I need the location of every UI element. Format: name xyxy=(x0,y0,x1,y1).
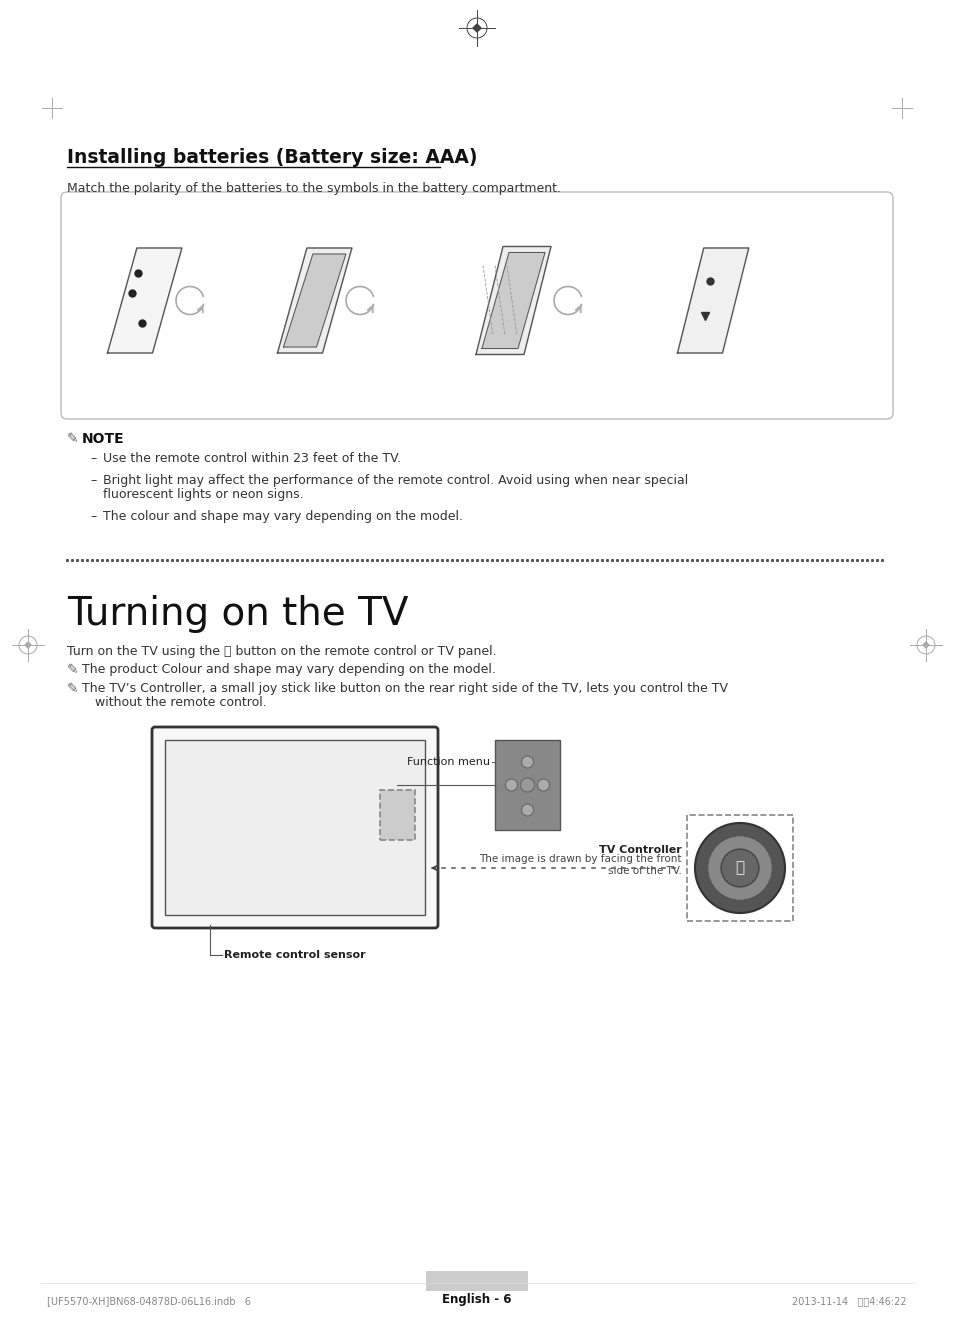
Circle shape xyxy=(720,849,758,886)
Polygon shape xyxy=(25,642,30,649)
Text: [UF5570-XH]BN68-04878D-06L16.indb   6: [UF5570-XH]BN68-04878D-06L16.indb 6 xyxy=(47,1296,251,1306)
Polygon shape xyxy=(277,248,352,353)
Circle shape xyxy=(521,756,533,768)
Text: English - 6: English - 6 xyxy=(442,1293,511,1306)
Text: Use the remote control within 23 feet of the TV.: Use the remote control within 23 feet of… xyxy=(103,452,400,465)
Circle shape xyxy=(695,823,784,913)
Text: NOTE: NOTE xyxy=(82,432,125,446)
Text: ✎: ✎ xyxy=(67,682,78,696)
Text: –: – xyxy=(90,474,96,487)
Text: fluorescent lights or neon signs.: fluorescent lights or neon signs. xyxy=(103,487,303,501)
Text: –: – xyxy=(90,452,96,465)
Text: Remote control sensor: Remote control sensor xyxy=(224,950,365,960)
FancyBboxPatch shape xyxy=(426,1271,527,1291)
Bar xyxy=(495,740,559,830)
Bar xyxy=(686,815,792,921)
Text: –: – xyxy=(90,510,96,523)
Bar xyxy=(379,790,415,840)
Circle shape xyxy=(520,778,534,793)
Text: ⏻: ⏻ xyxy=(735,860,743,876)
Text: 2013-11-14   ＭＡ4:46:22: 2013-11-14 ＭＡ4:46:22 xyxy=(792,1296,906,1306)
Text: The TV’s Controller, a small joy stick like button on the rear right side of the: The TV’s Controller, a small joy stick l… xyxy=(82,682,727,695)
FancyBboxPatch shape xyxy=(152,727,437,927)
Bar xyxy=(165,740,424,915)
Polygon shape xyxy=(283,254,346,347)
Bar xyxy=(495,740,559,756)
Polygon shape xyxy=(108,248,182,353)
Polygon shape xyxy=(473,24,480,32)
Polygon shape xyxy=(923,642,928,649)
Text: The product Colour and shape may vary depending on the model.: The product Colour and shape may vary de… xyxy=(82,663,496,676)
Text: Function menu: Function menu xyxy=(407,757,490,768)
Circle shape xyxy=(707,836,772,901)
Polygon shape xyxy=(677,248,748,353)
Text: Bright light may affect the performance of the remote control. Avoid using when : Bright light may affect the performance … xyxy=(103,474,687,487)
Text: Turn on the TV using the ⏻ button on the remote control or TV panel.: Turn on the TV using the ⏻ button on the… xyxy=(67,645,497,658)
FancyBboxPatch shape xyxy=(61,192,892,419)
Text: ✎: ✎ xyxy=(67,432,78,446)
Text: Match the polarity of the batteries to the symbols in the battery compartment.: Match the polarity of the batteries to t… xyxy=(67,182,560,196)
Text: TV Controller: TV Controller xyxy=(598,845,681,855)
Circle shape xyxy=(505,779,517,791)
Text: ✎: ✎ xyxy=(67,663,78,676)
Text: The image is drawn by facing the front
side of the TV.: The image is drawn by facing the front s… xyxy=(479,855,681,876)
Polygon shape xyxy=(476,247,551,354)
Text: without the remote control.: without the remote control. xyxy=(95,696,267,709)
Text: Turning on the TV: Turning on the TV xyxy=(67,594,408,633)
Circle shape xyxy=(521,804,533,816)
Text: Installing batteries (Battery size: AAA): Installing batteries (Battery size: AAA) xyxy=(67,148,477,166)
Circle shape xyxy=(537,779,549,791)
Text: The colour and shape may vary depending on the model.: The colour and shape may vary depending … xyxy=(103,510,462,523)
Polygon shape xyxy=(481,252,544,349)
